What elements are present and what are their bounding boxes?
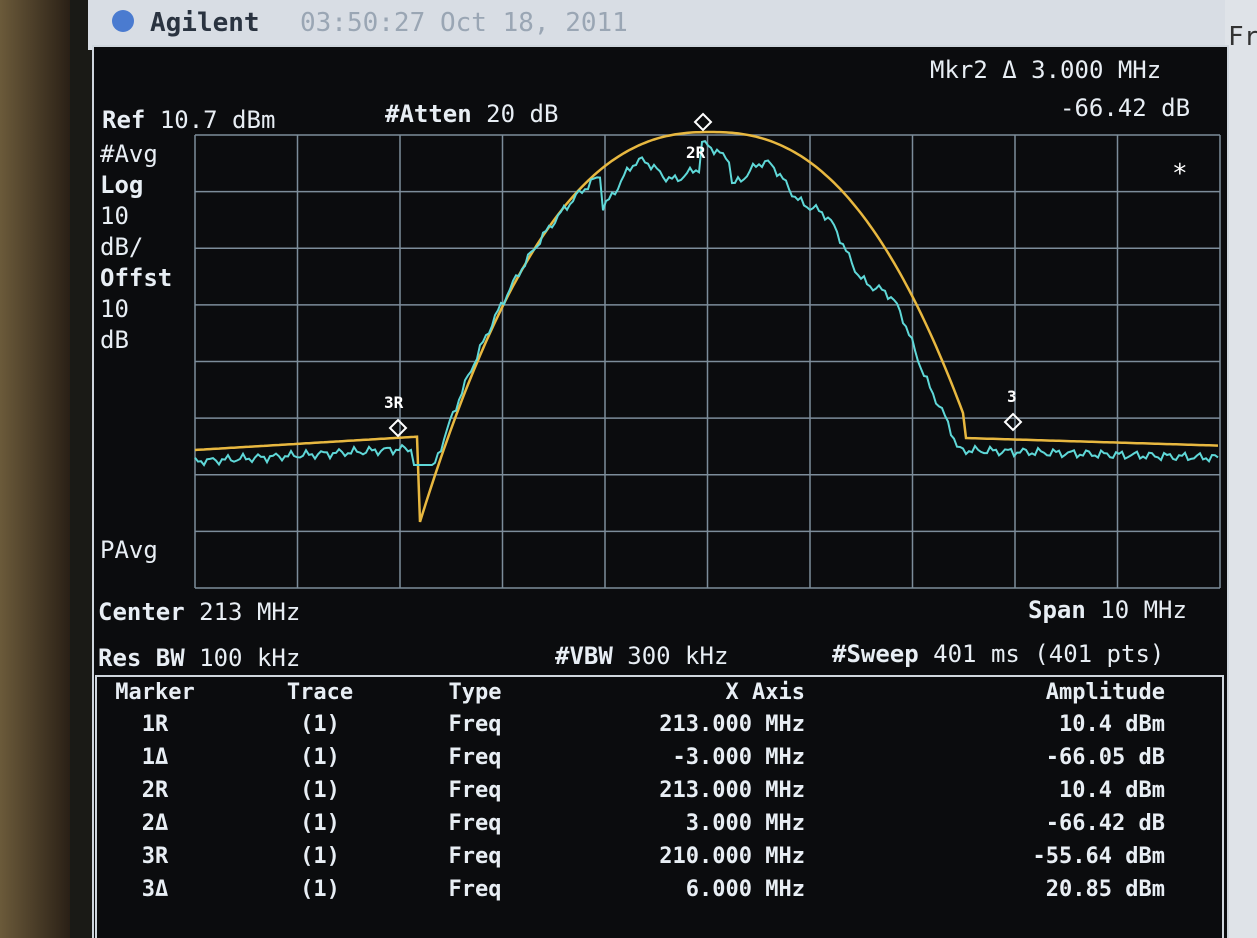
table-cell: 2Δ — [141, 811, 169, 836]
value: 300 kHz — [627, 642, 729, 670]
panel-label: dB — [100, 326, 129, 354]
table-cell: 10.4 dBm — [1059, 778, 1165, 803]
marker-label: * — [1172, 159, 1188, 189]
value: 401 ms (401 pts) — [933, 640, 1165, 668]
table-header: Type — [448, 680, 502, 705]
time: 03:50:27 — [300, 8, 426, 38]
label: Center — [98, 598, 185, 626]
value: 20 dB — [486, 100, 559, 128]
pavg: PAvg — [100, 536, 158, 564]
table-cell: (1) — [300, 844, 340, 869]
table-cell: Freq — [448, 712, 502, 737]
table-cell: Freq — [448, 877, 502, 902]
marker-readout: -66.42 dB — [1060, 94, 1191, 122]
brand: Agilent — [150, 8, 260, 38]
table-cell: 1Δ — [141, 745, 169, 770]
value: 10 MHz — [1100, 596, 1187, 624]
marker-label: 3 — [1007, 387, 1017, 406]
panel-label: Offst — [100, 264, 173, 292]
label: Ref — [102, 106, 146, 134]
panel-label: #Avg — [100, 140, 158, 168]
table-header: Trace — [286, 680, 354, 705]
trace-avg — [194, 139, 1219, 467]
table-header: X Axis — [725, 680, 805, 705]
table-cell: Freq — [448, 778, 502, 803]
table-header: Marker — [115, 680, 195, 705]
table-cell: 6.000 MHz — [685, 877, 805, 902]
value: 213 MHz — [199, 598, 301, 626]
marker-diamond — [388, 418, 408, 438]
table-cell: (1) — [300, 877, 340, 902]
side-label: Fr — [1228, 22, 1257, 52]
table-cell: -66.05 dB — [1045, 745, 1165, 770]
marker-label: 3R — [384, 393, 404, 412]
table-cell: 2R — [141, 778, 169, 803]
panel-label: 10 — [100, 202, 129, 230]
marker-label: 2R — [686, 143, 706, 162]
table-cell: 3R — [141, 844, 169, 869]
bezel-edge — [70, 0, 95, 938]
panel-label: Log — [100, 171, 144, 199]
table-header: Amplitude — [1045, 680, 1165, 705]
table-cell: Freq — [448, 745, 502, 770]
panel-label: 10 — [100, 295, 129, 323]
table-cell: 20.85 dBm — [1045, 877, 1165, 902]
table-cell: -55.64 dBm — [1032, 844, 1165, 869]
trace-max — [194, 130, 1219, 523]
label: Span — [1028, 596, 1086, 624]
panel-label: dB/ — [100, 233, 144, 261]
table-cell: (1) — [300, 778, 340, 803]
title-strip — [88, 0, 1228, 50]
table-cell: -3.000 MHz — [672, 745, 805, 770]
table-cell: Freq — [448, 844, 502, 869]
table-cell: 10.4 dBm — [1059, 712, 1165, 737]
marker-readout: Mkr2 Δ 3.000 MHz — [930, 56, 1162, 84]
display — [92, 45, 1229, 938]
table-cell: 1R — [141, 712, 169, 737]
table-cell: (1) — [300, 811, 340, 836]
table-cell: (1) — [300, 712, 340, 737]
table-cell: (1) — [300, 745, 340, 770]
marker-diamond — [693, 112, 713, 132]
table-cell: 3Δ — [141, 877, 169, 902]
date: Oct 18, 2011 — [440, 8, 628, 38]
marker-diamond — [1003, 412, 1023, 432]
table-cell: 3.000 MHz — [685, 811, 805, 836]
marker-table-frame — [95, 675, 1224, 938]
side-panel — [1225, 0, 1257, 938]
table-cell: 213.000 MHz — [659, 712, 805, 737]
logo — [112, 10, 134, 32]
label: Res BW — [98, 644, 185, 672]
label: #Atten — [385, 100, 472, 128]
value: 100 kHz — [199, 644, 301, 672]
table-cell: Freq — [448, 811, 502, 836]
bezel — [0, 0, 70, 938]
table-cell: -66.42 dB — [1045, 811, 1165, 836]
table-cell: 210.000 MHz — [659, 844, 805, 869]
table-cell: 213.000 MHz — [659, 778, 805, 803]
value: 10.7 dBm — [159, 106, 276, 134]
label: #VBW — [555, 642, 613, 670]
label: #Sweep — [832, 640, 919, 668]
